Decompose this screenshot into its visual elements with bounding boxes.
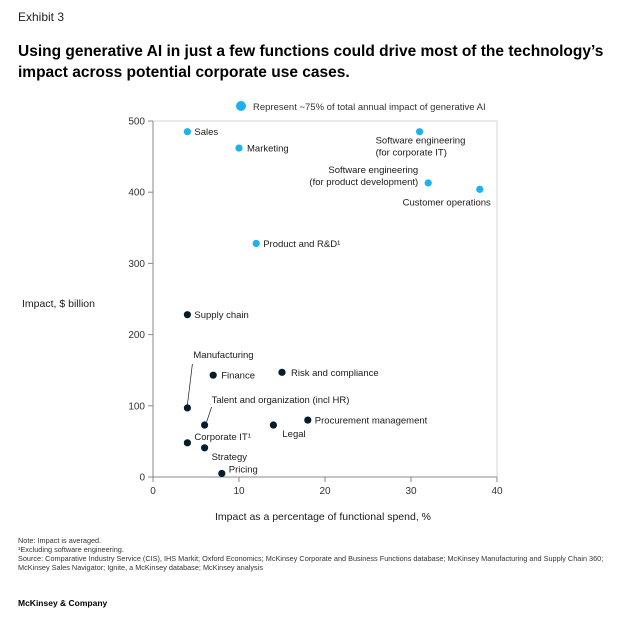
data-point [476,185,484,193]
y-tick-label: 400 [128,188,145,199]
footnotes: Note: Impact is averaged. ¹Excluding sof… [18,536,618,572]
data-point [416,128,424,136]
data-point [183,128,191,136]
data-point [183,311,191,319]
y-axis-label: Impact, $ billion [22,298,95,310]
exhibit-label: Exhibit 3 [18,10,65,24]
point-label: Talent and organization (incl HR) [212,395,350,406]
x-tick-label: 20 [319,486,331,497]
point-label: Software engineering [376,136,466,147]
data-point [424,179,432,187]
point-leader-line [206,406,212,423]
point-label: Pricing [229,464,258,475]
point-label: Product and R&D¹ [263,239,340,250]
y-tick-label: 300 [128,259,145,270]
point-label: Finance [221,371,255,382]
chart-title: Using generative AI in just a few functi… [18,43,604,81]
point-label: Strategy [212,452,248,463]
footnote-1: ¹Excluding software engineering. [18,545,124,554]
point-label: Risk and compliance [291,368,379,379]
brand-logo-text: McKinsey & Company [18,598,108,608]
point-label: Corporate IT¹ [194,432,251,443]
legend-label: Represent ~75% of total annual impact of… [253,102,486,113]
point-label: (for product development) [309,177,418,188]
data-point [304,416,312,424]
x-tick-label: 30 [405,486,417,497]
data-point [235,144,243,152]
point-label: Customer operations [403,197,491,208]
data-point [183,404,191,412]
data-point [201,421,209,429]
x-tick-label: 0 [150,486,156,497]
data-point [269,421,277,429]
x-tick-label: 10 [233,486,245,497]
point-label: Marketing [247,144,289,155]
point-label: Legal [282,429,305,440]
scatter-chart: 0 100 200 300 400 500 0 10 20 30 40 Impact, $ billi… [22,101,503,523]
point-label: Manufacturing [193,350,253,361]
data-point [278,368,286,376]
data-point [252,239,260,248]
x-axis-label: Impact as a percentage of functional spe… [215,511,431,523]
y-tick-label: 100 [128,401,145,412]
data-point [209,371,217,379]
footnote-source: Source: Comparative Industry Service (CI… [18,554,604,572]
data-point [218,469,226,478]
legend-marker [236,101,246,111]
point-leader-line [187,363,193,405]
point-label: (for corporate IT) [376,148,447,159]
x-tick-label: 40 [491,486,503,497]
footnote-note: Note: Impact is averaged. [18,536,102,545]
point-label: Supply chain [194,310,248,321]
point-label: Software engineering [328,165,418,176]
y-tick-label: 500 [128,117,145,128]
data-point [183,439,191,447]
point-label: Procurement management [315,416,428,427]
data-point [201,444,209,452]
point-label: Sales [194,127,218,138]
y-tick-label: 0 [139,473,145,484]
y-tick-label: 200 [128,330,145,341]
